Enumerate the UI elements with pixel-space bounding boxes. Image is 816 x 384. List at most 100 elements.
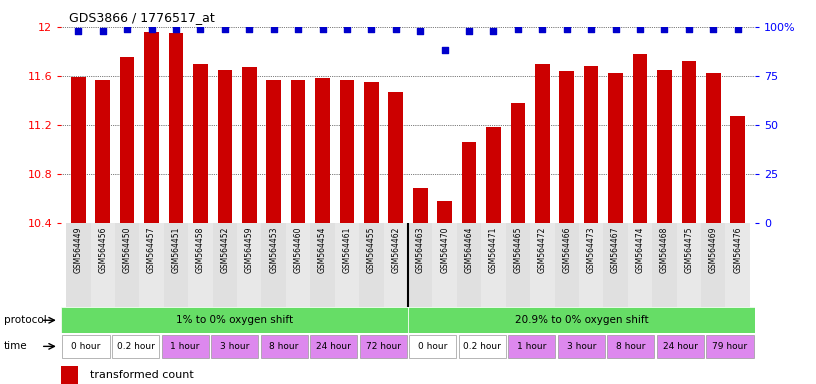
Bar [211,334,258,358]
Point [316,26,329,32]
Point [512,26,525,32]
Bar [706,73,721,223]
Text: GSM564473: GSM564473 [587,227,596,273]
Text: GSM564457: GSM564457 [147,227,156,273]
Text: 20.9% to 0% oxygen shift: 20.9% to 0% oxygen shift [515,315,648,325]
Text: 0.2 hour: 0.2 hour [117,342,154,351]
Bar [628,223,652,307]
Point [291,26,304,32]
Text: GSM564456: GSM564456 [98,227,107,273]
Text: GSM564469: GSM564469 [709,227,718,273]
Bar [555,223,579,307]
Bar [260,334,308,358]
Text: GSM564466: GSM564466 [562,227,571,273]
Text: 24 hour: 24 hour [317,342,351,351]
Bar [140,223,164,307]
Point [536,26,549,32]
Bar [242,67,256,223]
Text: transformed count: transformed count [90,370,193,380]
Bar [506,223,530,307]
Text: 0.2 hour: 0.2 hour [463,342,501,351]
Bar [193,64,208,223]
Text: 8 hour: 8 hour [616,342,645,351]
Text: 0 hour: 0 hour [71,342,100,351]
Text: GSM564454: GSM564454 [318,227,327,273]
Text: GSM564468: GSM564468 [660,227,669,273]
Bar [676,223,701,307]
Bar [437,201,452,223]
Text: 3 hour: 3 hour [220,342,249,351]
Bar [66,223,91,307]
Bar [481,223,506,307]
Bar [164,223,188,307]
Text: GSM564453: GSM564453 [269,227,278,273]
Text: GSM564458: GSM564458 [196,227,205,273]
Text: time: time [4,341,28,351]
Bar [457,223,481,307]
Point [194,26,207,32]
Bar [730,116,745,223]
Bar [432,223,457,307]
Text: GSM564451: GSM564451 [171,227,180,273]
Bar [657,334,704,358]
Bar [508,334,556,358]
Point [707,26,720,32]
Bar [188,223,213,307]
Point [267,26,280,32]
Point [340,26,353,32]
Text: GSM564460: GSM564460 [294,227,303,273]
Text: GSM564474: GSM564474 [636,227,645,273]
Point [633,26,646,32]
Point [438,47,451,53]
Bar [261,223,286,307]
Bar [310,334,357,358]
Bar [237,223,261,307]
Text: GSM564461: GSM564461 [343,227,352,273]
Point [219,26,232,32]
Bar [266,79,281,223]
Point [414,28,427,34]
Bar [213,223,237,307]
Text: GSM564475: GSM564475 [685,227,694,273]
Bar [91,223,115,307]
Bar [310,223,335,307]
Bar [408,223,432,307]
Text: GSM564455: GSM564455 [367,227,376,273]
Bar [459,334,506,358]
Text: GSM564471: GSM564471 [489,227,498,273]
Text: GSM564464: GSM564464 [464,227,473,273]
Text: 8 hour: 8 hour [269,342,299,351]
Text: 79 hour: 79 hour [712,342,747,351]
Bar [583,66,598,223]
Point [145,26,158,32]
Bar [462,142,477,223]
Bar [169,33,184,223]
Bar [290,79,305,223]
Bar [364,82,379,223]
Bar [535,64,550,223]
Bar [707,334,753,358]
Bar [71,77,86,223]
Text: 72 hour: 72 hour [366,342,401,351]
Bar [112,334,159,358]
Point [389,26,402,32]
Bar [95,79,110,223]
Bar [560,71,574,223]
Text: 1% to 0% oxygen shift: 1% to 0% oxygen shift [176,315,293,325]
Text: GSM564463: GSM564463 [415,227,424,273]
Bar [61,307,408,333]
Text: 0 hour: 0 hour [418,342,447,351]
Text: GSM564452: GSM564452 [220,227,229,273]
Bar [286,223,310,307]
Bar [603,223,628,307]
Bar [486,127,501,223]
Text: GSM564449: GSM564449 [73,227,82,273]
Bar [558,334,605,358]
Text: protocol: protocol [4,315,47,325]
Point [731,26,744,32]
Text: GSM564476: GSM564476 [734,227,743,273]
Text: 1 hour: 1 hour [171,342,200,351]
Text: GSM564470: GSM564470 [440,227,449,273]
Bar [725,223,750,307]
Bar [530,223,555,307]
